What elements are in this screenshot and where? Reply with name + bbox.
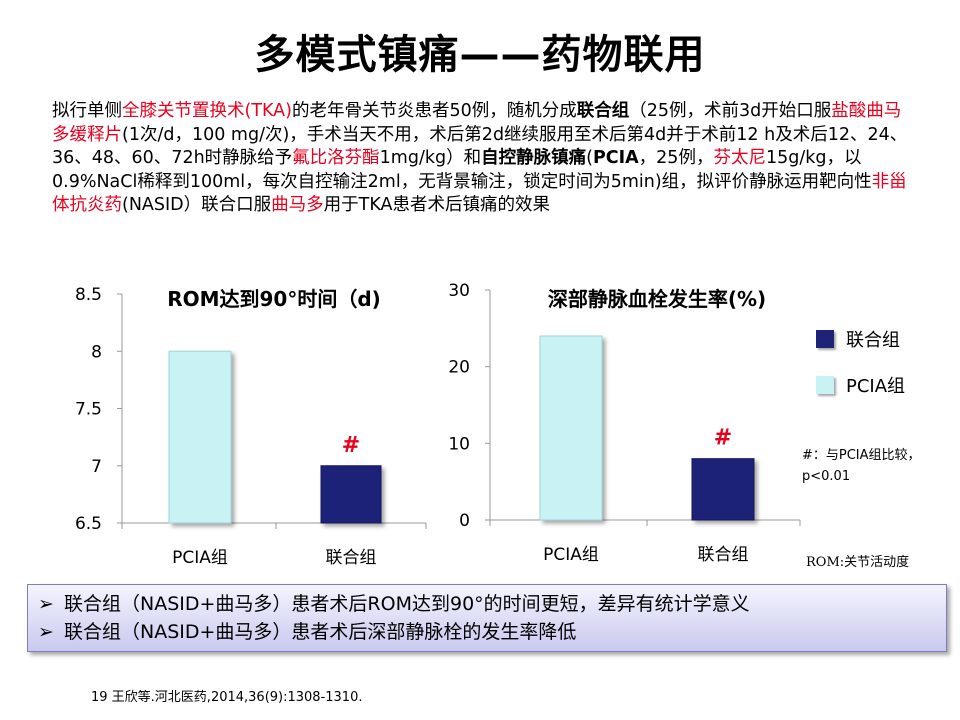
legend-label: PCIA组: [846, 376, 906, 397]
significance-mark: #: [342, 433, 360, 458]
y-tick-label: 8.5: [75, 285, 102, 305]
description-run: (NASID）联合口服: [122, 195, 272, 215]
description-run: 1mg/kg）和: [379, 148, 482, 168]
description-run: 的老年骨关节炎患者50例，随机分成: [291, 101, 577, 121]
description-run: 非甾体抗炎药: [52, 171, 907, 216]
significance-mark: #: [714, 426, 732, 451]
description-run: 用于TKA患者术后镇痛的效果: [323, 195, 550, 215]
description-run: 曲马多: [271, 195, 324, 215]
legend-label: 联合组: [846, 330, 900, 351]
bar: [320, 465, 382, 524]
chart-title: 深部静脉血栓发生率(%): [548, 287, 766, 311]
reference: 19 王欣等.河北医药,2014,36(9):1308-1310.: [91, 690, 363, 705]
study-description: 拟行单侧全膝关节置换术(TKA)的老年骨关节炎患者50例，随机分成联合组（25例…: [52, 100, 912, 218]
y-tick-label: 7: [91, 457, 102, 477]
y-tick-label: 6.5: [75, 514, 102, 534]
description-run: 盐酸曲马多缓释片: [52, 101, 902, 145]
y-tick-label: 7.5: [75, 400, 102, 420]
description-run: （25例，术前3d开始口服: [629, 101, 832, 121]
summary-text: 联合组（NASID+曲马多）患者术后ROM达到90°的时间更短，差异有统计学意义: [64, 593, 750, 615]
significance-note: #：与PCIA组比较，p<0.01: [802, 448, 921, 484]
summary-text: 联合组（NASID+曲马多）患者术后深部静脉栓的发生率降低: [64, 621, 577, 643]
chart-title: ROM达到90°时间（d): [167, 287, 381, 311]
legend-swatch: [816, 330, 834, 348]
x-category-label: 联合组: [698, 545, 749, 565]
y-tick-label: 8: [91, 342, 102, 362]
description-run: 氟比洛芬酯: [292, 148, 380, 168]
summary-box: ➢ 联合组（NASID+曲马多）患者术后ROM达到90°的时间更短，差异有统计学意…: [27, 584, 947, 652]
description-run: 自控静脉镇痛: [481, 148, 587, 168]
description-run: 芬太尼: [713, 148, 766, 168]
bar: [168, 350, 232, 524]
description-run: 拟行单侧: [52, 101, 122, 121]
arrow-bullet-icon: ➢: [38, 621, 54, 643]
summary-line: ➢ 联合组（NASID+曲马多）患者术后ROM达到90°的时间更短，差异有统计学意…: [38, 590, 946, 618]
legend-swatch: [816, 376, 834, 394]
rom-note: ROM:关节活动度: [806, 555, 910, 570]
description-run: (1次/d，100 mg/次)，手术当天不用，术后第2d继续服用至术后第4d并于…: [52, 124, 908, 169]
legend: 联合组 PCIA组: [816, 326, 905, 418]
description-run: 联合组: [576, 101, 630, 121]
y-tick-label: 30: [448, 281, 470, 301]
description-run: 15g/kg，以0.9%NaCl稀释到100ml，每次自控输注2ml，无背景输注…: [52, 148, 872, 192]
description-run: (: [586, 148, 593, 168]
bar: [691, 458, 755, 521]
x-category-label: PCIA组: [543, 545, 599, 565]
description-run: ，25例，: [638, 148, 714, 168]
bar: [539, 335, 603, 521]
slide-title: 多模式镇痛——药物联用: [254, 32, 706, 78]
description-run: 全膝关节置换术(TKA): [122, 101, 292, 121]
description-run: PCIA: [592, 148, 639, 168]
summary-line: ➢ 联合组（NASID+曲马多）患者术后深部静脉栓的发生率降低: [38, 618, 946, 646]
y-tick-label: 0: [459, 511, 470, 531]
y-tick-label: 20: [448, 358, 470, 378]
x-category-label: PCIA组: [172, 548, 228, 568]
legend-item: PCIA组: [816, 372, 905, 398]
arrow-bullet-icon: ➢: [38, 593, 54, 615]
y-tick-label: 10: [448, 434, 470, 454]
legend-item: 联合组: [816, 326, 905, 352]
x-category-label: 联合组: [326, 548, 377, 568]
